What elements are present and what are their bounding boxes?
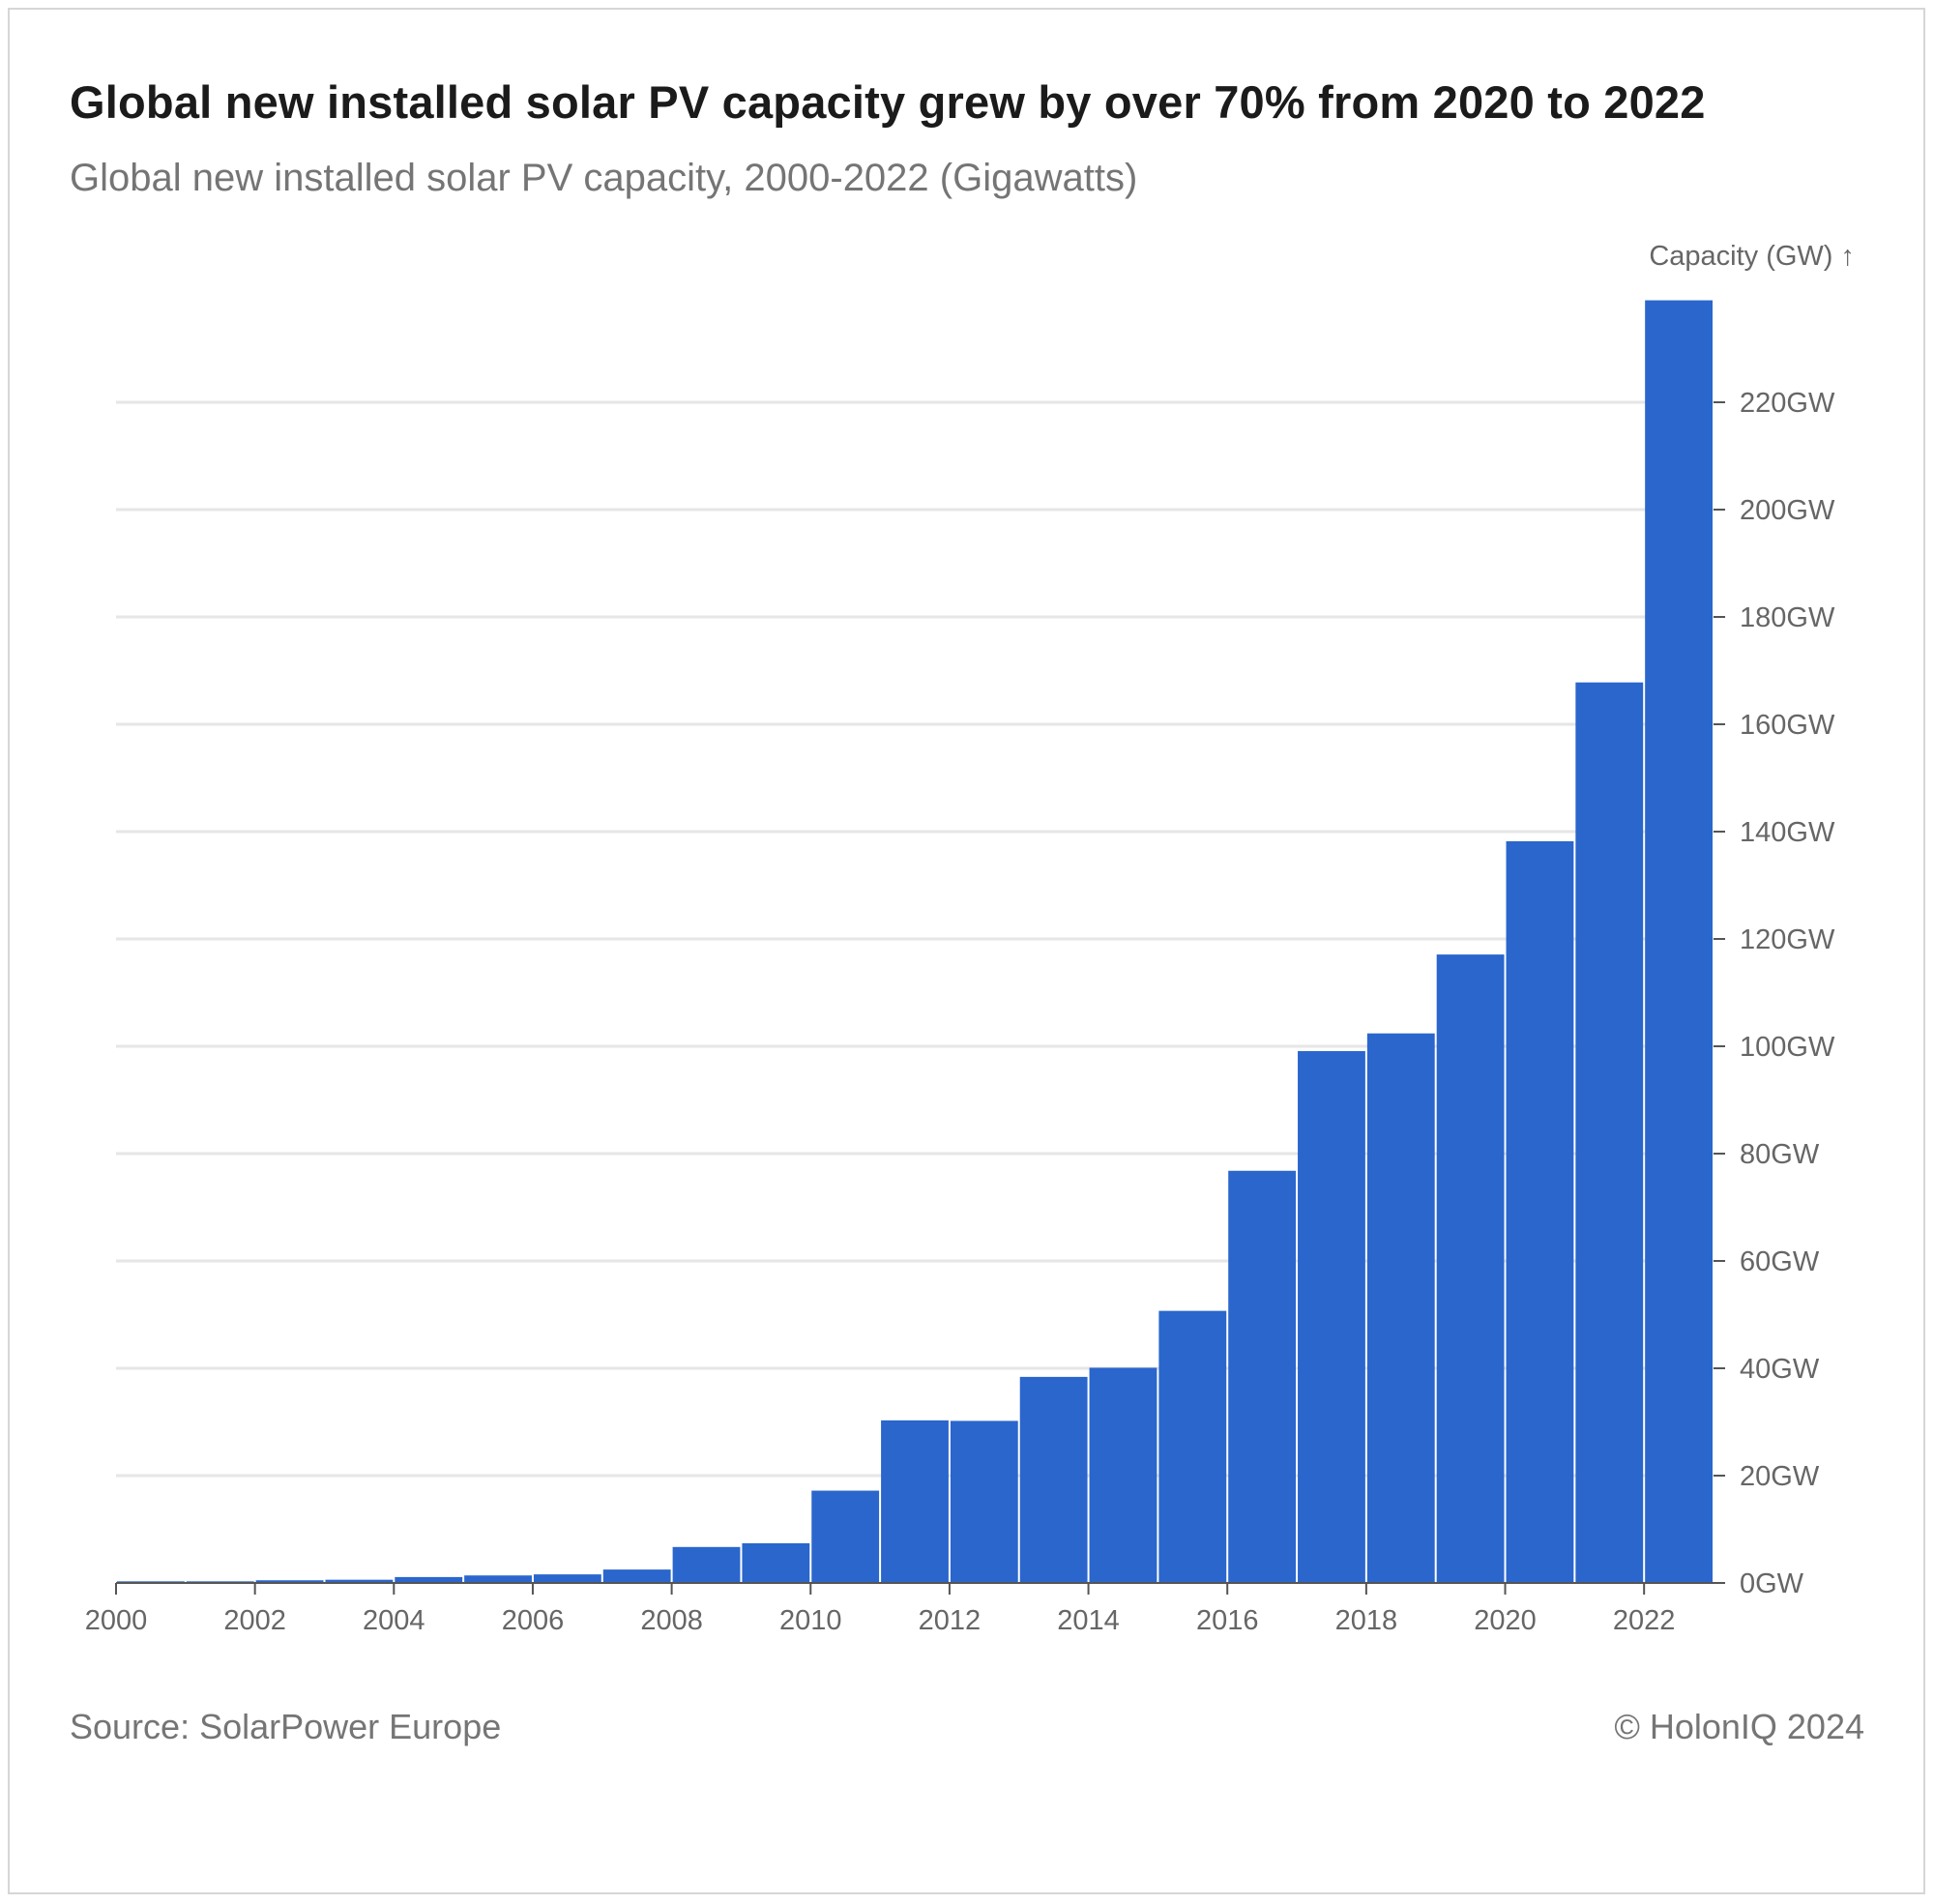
y-tick-label: 120GW	[1740, 924, 1835, 955]
x-tick-label: 2002	[223, 1605, 286, 1636]
y-tick-label: 20GW	[1740, 1461, 1820, 1492]
bar-2006	[533, 1574, 601, 1583]
bar-2022	[1645, 300, 1713, 1583]
chart-subtitle: Global new installed solar PV capacity, …	[70, 157, 1138, 199]
x-tick-label: 2014	[1057, 1605, 1120, 1636]
bar-2011	[881, 1420, 949, 1583]
bar-2016	[1228, 1170, 1297, 1583]
x-tick-label: 2008	[640, 1605, 703, 1636]
bar-2004	[395, 1576, 463, 1583]
bar-2002	[255, 1580, 324, 1583]
x-tick-label: 2020	[1474, 1605, 1537, 1636]
bar-2005	[464, 1575, 532, 1583]
x-tick-label: 2006	[502, 1605, 565, 1636]
y-tick-label: 160GW	[1740, 710, 1835, 741]
chart-title: Global new installed solar PV capacity g…	[70, 76, 1706, 128]
x-tick-label: 2010	[779, 1605, 842, 1636]
x-tick-label: 2000	[85, 1605, 148, 1636]
bar-2012	[950, 1421, 1018, 1583]
y-tick-label: 220GW	[1740, 388, 1835, 419]
bar-2003	[325, 1579, 394, 1583]
bar-2015	[1158, 1310, 1227, 1583]
bar-2010	[811, 1490, 880, 1583]
bars	[117, 300, 1713, 1583]
y-tick-label: 100GW	[1740, 1032, 1835, 1063]
y-axis-label: Capacity (GW) ↑	[1649, 241, 1855, 272]
bar-2007	[602, 1569, 671, 1583]
y-tick-label: 200GW	[1740, 495, 1835, 526]
x-tick-label: 2022	[1613, 1605, 1676, 1636]
copyright-note: © HolonIQ 2024	[1614, 1707, 1864, 1746]
source-note: Source: SolarPower Europe	[70, 1707, 502, 1746]
x-tick-label: 2018	[1335, 1605, 1398, 1636]
x-tick-label: 2004	[363, 1605, 425, 1636]
bar-2020	[1506, 840, 1574, 1583]
y-tick-label: 0GW	[1740, 1568, 1804, 1599]
bar-2014	[1089, 1367, 1157, 1583]
bar-2013	[1019, 1376, 1088, 1583]
x-tick-label: 2016	[1196, 1605, 1259, 1636]
y-tick-label: 180GW	[1740, 602, 1835, 633]
axes: 0GW 20GW 40GW 60GW 80GW 100GW 120GW 140GW 160GW 1…	[85, 388, 1835, 1636]
bar-2008	[672, 1546, 741, 1583]
bar-2019	[1436, 954, 1505, 1583]
x-tick-label: 2012	[919, 1605, 982, 1636]
bar-2017	[1298, 1050, 1365, 1583]
y-tick-label: 140GW	[1740, 817, 1835, 848]
bar-2009	[742, 1542, 810, 1583]
y-tick-label: 40GW	[1740, 1354, 1820, 1385]
bar-2021	[1575, 682, 1644, 1583]
y-tick-label: 60GW	[1740, 1246, 1820, 1277]
y-tick-label: 80GW	[1740, 1139, 1820, 1170]
bar-2018	[1366, 1033, 1435, 1583]
